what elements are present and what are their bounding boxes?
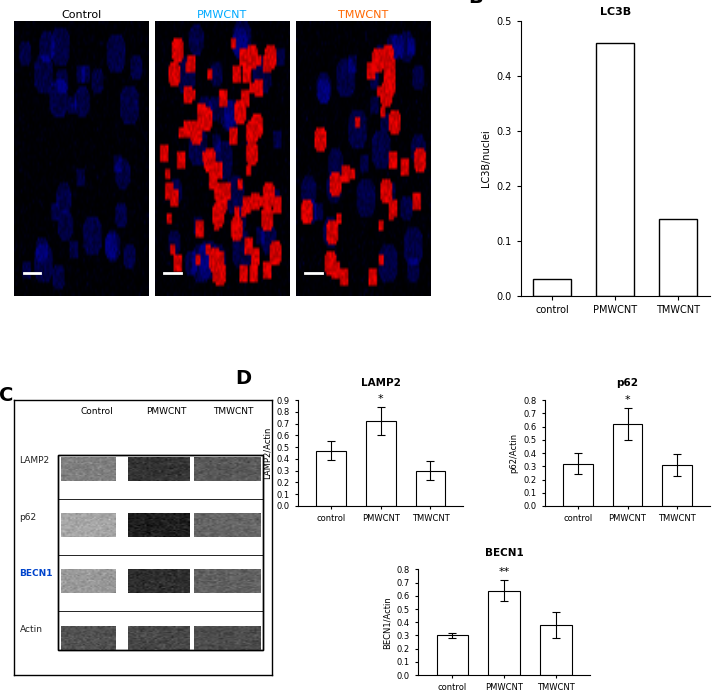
Text: LAMP2: LAMP2 (19, 456, 49, 465)
Text: Control: Control (80, 406, 113, 416)
Title: LAMP2: LAMP2 (361, 379, 401, 388)
Y-axis label: LC3B/nuclei: LC3B/nuclei (481, 129, 491, 187)
Bar (58, 455, 262, 650)
Bar (437, 635, 467, 675)
Bar (366, 421, 396, 506)
Bar (612, 424, 642, 506)
Text: Actin: Actin (19, 625, 42, 634)
Bar (416, 470, 445, 506)
Bar (541, 625, 571, 675)
Title: BECN1: BECN1 (485, 548, 523, 557)
Y-axis label: BECN1/Actin: BECN1/Actin (382, 596, 391, 649)
Text: TMWCNT: TMWCNT (213, 406, 253, 416)
Text: B: B (468, 0, 483, 7)
Text: PMWCNT: PMWCNT (146, 406, 186, 416)
Bar (488, 590, 520, 675)
Bar (597, 43, 635, 296)
Y-axis label: p62/Actin: p62/Actin (509, 433, 518, 473)
Y-axis label: LAMP2/Actin: LAMP2/Actin (262, 427, 271, 480)
Text: D: D (236, 368, 252, 388)
Bar (660, 219, 697, 296)
Text: *: * (625, 395, 630, 405)
Title: Control: Control (61, 10, 102, 20)
Bar (563, 464, 593, 506)
Text: *: * (378, 394, 384, 404)
Title: TMWCNT: TMWCNT (338, 10, 388, 20)
Text: BECN1: BECN1 (19, 569, 53, 578)
Title: PMWCNT: PMWCNT (197, 10, 247, 20)
Bar (58, 455, 262, 650)
Title: p62: p62 (617, 379, 639, 388)
Title: LC3B: LC3B (600, 8, 631, 17)
Text: **: ** (498, 567, 510, 577)
Bar (315, 451, 346, 506)
Text: p62: p62 (19, 512, 37, 521)
Bar (663, 465, 693, 506)
Bar (533, 279, 571, 296)
Text: C: C (0, 386, 14, 406)
